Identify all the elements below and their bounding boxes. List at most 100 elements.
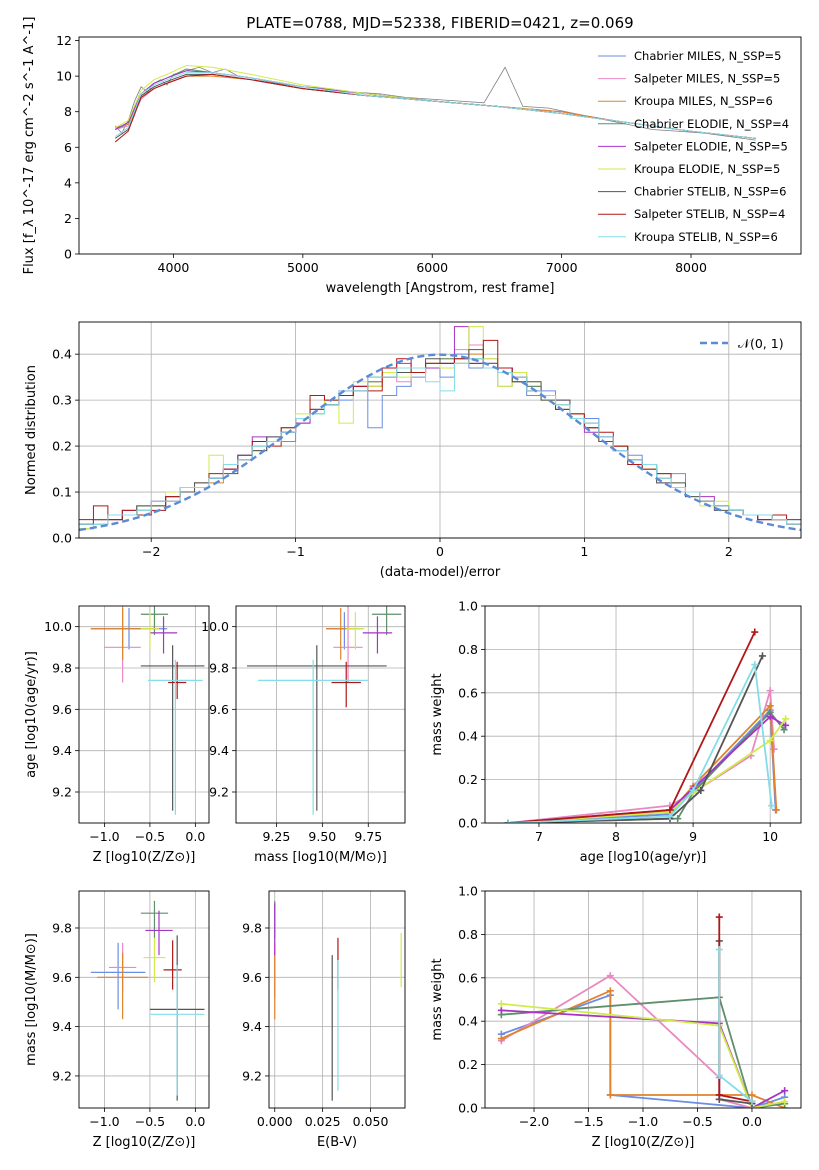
mass-weight-vs-age-point-kroupa-stelib — [504, 819, 512, 823]
mass-weight-vs-age-line-chabrier-stelib — [508, 655, 764, 823]
residuals-y-tick-label: 0.2 — [52, 439, 72, 454]
spectrum-x-tick-label: 6000 — [416, 260, 448, 275]
mass-vs-EBV-y-tick-label: 9.6 — [242, 970, 262, 985]
age-vs-Z-x-tick-label: 0.0 — [185, 829, 205, 844]
mass-vs-EBV-x-axis-label: E(B-V) — [317, 1135, 357, 1150]
age-vs-Z-x-tick-label: −0.5 — [135, 829, 165, 844]
age-vs-mass-x-tick-label: 9.75 — [354, 829, 382, 844]
age-vs-mass-y-tick-label: 9.6 — [209, 702, 229, 717]
mass-vs-Z-x-tick-label: 0.0 — [185, 1114, 205, 1129]
spectrum-model-chabrier-miles — [115, 73, 614, 130]
mass-weight-vs-age-y-tick-label: 0.6 — [458, 685, 478, 700]
mass-vs-Z-y-tick-label: 9.2 — [52, 1068, 72, 1083]
residuals-y-tick-label: 0.4 — [52, 347, 72, 362]
mass-weight-vs-Z-point-kroupa-miles — [606, 987, 614, 995]
spectrum-model-kroupa-stelib — [114, 72, 756, 139]
spectrum-model-kroupa-miles — [115, 75, 614, 129]
age-vs-mass-axes-frame — [235, 605, 406, 824]
mass-weight-vs-age-point-salpeter-stelib — [751, 628, 759, 636]
mass-weight-vs-Z-y-tick-label: 0.8 — [458, 927, 478, 942]
mass-weight-vs-age-point-kroupa-stelib — [751, 661, 759, 669]
age-vs-Z-y-tick-label: 9.6 — [52, 702, 72, 717]
mass-vs-EBV-y-tick-label: 9.8 — [242, 920, 262, 935]
spectrum-x-tick-label: 7000 — [546, 260, 578, 275]
residuals-x-tick-label: −2 — [142, 544, 160, 559]
residuals-y-tick-label: 0.0 — [52, 531, 72, 546]
mass-weight-vs-Z-x-tick-label: −1.5 — [573, 1114, 603, 1129]
spectrum-y-tick-label: 10 — [56, 69, 72, 84]
mass-weight-vs-age-y-tick-label: 1.0 — [458, 599, 478, 614]
residuals-legend: 𝒩(0, 1) — [700, 336, 784, 351]
mass-weight-vs-Z-x-tick-label: −1.0 — [628, 1114, 658, 1129]
spectrum-model-chabrier-elodie — [114, 68, 536, 130]
mass-weight-vs-age-x-tick-label: 7 — [535, 829, 543, 844]
age-vs-mass-y-tick-label: 9.4 — [209, 743, 229, 758]
mass-weight-vs-age-point-salpeter-elodie — [766, 713, 774, 721]
spectrum-y-tick-label: 4 — [64, 175, 72, 190]
mass-weight-vs-Z-point-salpeter-elodie — [497, 1006, 505, 1014]
age-vs-mass-x-axis-label: mass [log10(M/M⊙)] — [254, 850, 387, 865]
mass-weight-vs-age-point-salpeter-elodie — [782, 721, 790, 729]
residuals-x-tick-label: 1 — [580, 544, 588, 559]
mass-weight-vs-Z-line-kroupa-elodie — [501, 1002, 785, 1108]
legend-label-salpeter-stelib: Salpeter STELIB, N_SSP=4 — [634, 207, 785, 221]
age-vs-Z-y-tick-label: 9.8 — [52, 661, 72, 676]
legend-label-kroupa-elodie: Kroupa ELODIE, N_SSP=5 — [634, 162, 780, 176]
mass-weight-vs-Z-line-salpeter-stelib — [718, 917, 753, 1103]
mass-weight-vs-age-panel: 7 8 9 10 0.0 0.2 0.4 0.6 0.8 1.0 age [log10(age/yr… — [430, 599, 802, 865]
histogram-chabrier-stelib — [79, 349, 801, 525]
age-vs-mass-y-tick-label: 10.0 — [201, 619, 229, 634]
mass-weight-vs-age-line-kroupa-stelib — [508, 661, 773, 823]
mass-weight-vs-Z-point-kroupa-miles — [748, 1091, 756, 1099]
mass-weight-vs-age-x-tick-label: 10 — [762, 829, 778, 844]
mass-vs-Z-x-tick-label: −0.5 — [135, 1114, 165, 1129]
spectrum-y-tick-label: 2 — [64, 211, 72, 226]
residuals-panel: −2 −1 0 1 2 0.0 0.1 0.2 0.3 0.4 (data-model)/error… — [24, 321, 802, 580]
residuals-x-axis-label: (data-model)/error — [380, 565, 501, 580]
mass-weight-vs-Z-point-salpeter-stelib — [715, 1091, 723, 1099]
legend-label-gaussian: 𝒩(0, 1) — [738, 336, 784, 351]
mass-weight-vs-Z-point-kroupa-stelib — [715, 1071, 723, 1079]
legend-label-salpeter-miles: Salpeter MILES, N_SSP=5 — [634, 72, 780, 86]
spectrum-x-tick-label: 8000 — [675, 260, 707, 275]
mass-vs-Z-x-axis-label: Z [log10(Z/Z⊙)] — [93, 1135, 196, 1150]
legend-label-salpeter-elodie: Salpeter ELODIE, N_SSP=5 — [634, 139, 788, 153]
spectrum-legend: Chabrier MILES, N_SSP=5 Salpeter MILES, N… — [598, 49, 789, 244]
mass-weight-vs-Z-point-kroupa-miles — [497, 1035, 505, 1043]
mass-weight-vs-Z-point-kroupa-elodie — [781, 1097, 789, 1105]
spectrum-y-tick-label: 0 — [64, 247, 72, 262]
mass-weight-vs-age-point-kroupa-stelib — [689, 786, 697, 794]
age-vs-Z-y-tick-label: 10.0 — [44, 619, 72, 634]
mass-weight-vs-age-point-kroupa-stelib — [768, 802, 776, 810]
residuals-x-tick-label: 0 — [436, 544, 444, 559]
mass-weight-vs-age-point-chabrier-elodie — [780, 726, 788, 734]
spectrum-axes-frame — [78, 36, 802, 255]
age-vs-mass-x-tick-label: 9.50 — [308, 829, 336, 844]
mass-weight-vs-age-point-chabrier-elodie — [674, 815, 682, 823]
mass-weight-vs-age-point-chabrier-stelib — [697, 786, 705, 794]
mass-weight-vs-age-point-kroupa-elodie — [766, 737, 774, 745]
mass-weight-vs-age-y-tick-label: 0.0 — [458, 816, 478, 831]
mass-weight-vs-age-line-chabrier-elodie — [508, 710, 785, 823]
residuals-x-tick-label: 2 — [725, 544, 733, 559]
spectrum-y-axis-label: Flux [f_λ 10^-17 erg cm^-2 s^-1 A^-1] — [22, 17, 37, 275]
age-vs-Z-y-tick-label: 9.2 — [52, 785, 72, 800]
histogram-kroupa-stelib — [79, 358, 801, 525]
mass-vs-Z-y-tick-label: 9.4 — [52, 1019, 72, 1034]
mass-weight-vs-Z-x-tick-label: 0.0 — [742, 1114, 762, 1129]
mass-vs-EBV-x-tick-label: 0.000 — [257, 1114, 293, 1129]
legend-label-chabrier-elodie: Chabrier ELODIE, N_SSP=4 — [634, 117, 789, 131]
residuals-x-tick-label: −1 — [286, 544, 304, 559]
mass-weight-vs-Z-point-salpeter-elodie — [781, 1087, 789, 1095]
mass-vs-EBV-x-tick-label: 0.050 — [353, 1114, 389, 1129]
mass-weight-vs-age-y-tick-label: 0.4 — [458, 729, 478, 744]
residuals-y-axis-label: Normed distribution — [24, 365, 39, 495]
mass-weight-vs-Z-line-salpeter-miles — [500, 974, 753, 1108]
mass-vs-EBV-axes-frame — [268, 890, 406, 1109]
mass-weight-vs-Z-point-kroupa-stelib — [715, 946, 723, 954]
mass-weight-vs-age-point-salpeter-miles — [766, 687, 774, 695]
age-vs-mass-panel: 9.25 9.50 9.75 9.2 9.4 9.6 9.8 10.0 mass [log10(… — [201, 605, 406, 865]
mass-weight-vs-age-point-kroupa-miles — [772, 806, 780, 814]
mass-vs-EBV-x-tick-label: 0.025 — [305, 1114, 341, 1129]
